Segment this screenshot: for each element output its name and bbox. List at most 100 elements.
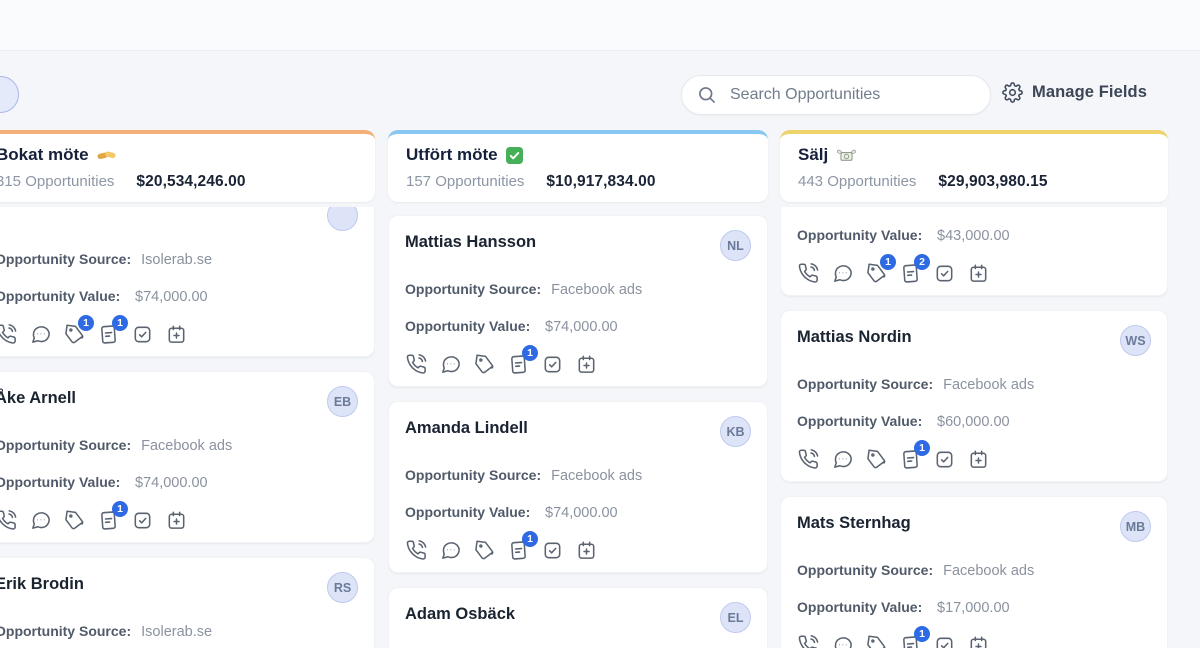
- card-action-icons: 1: [405, 345, 751, 376]
- source-row: Opportunity Source: Facebook ads: [797, 562, 1151, 579]
- call-icon[interactable]: [0, 323, 18, 346]
- calendar-plus-icon[interactable]: [575, 539, 598, 562]
- sms-icon[interactable]: [439, 353, 462, 376]
- total-value: $20,534,246.00: [136, 173, 246, 190]
- column-title: Bokat möte: [0, 145, 89, 164]
- card-action-icons: 1: [797, 626, 1151, 648]
- tag-icon[interactable]: [473, 353, 496, 376]
- column-bokat-m-te: Bokat möte 315 Opportunities $20,534,246.0…: [0, 130, 375, 648]
- collapse-nav-button[interactable]: [0, 76, 19, 113]
- call-icon[interactable]: [0, 509, 18, 532]
- avatar: EB: [327, 386, 358, 417]
- search-input[interactable]: [728, 85, 975, 105]
- tag-icon[interactable]: 1: [63, 315, 94, 346]
- calendar-plus-icon[interactable]: [165, 323, 188, 346]
- opportunity-count: 157 Opportunities: [406, 173, 525, 190]
- task-icon[interactable]: [933, 634, 956, 648]
- note-icon[interactable]: 1: [899, 440, 930, 471]
- value-label: Opportunity Value:: [405, 504, 531, 520]
- value-row: Opportunity Value: $60,000.00: [797, 413, 1151, 430]
- column-title: Sälj: [798, 145, 829, 164]
- sms-icon[interactable]: [439, 539, 462, 562]
- call-icon[interactable]: [405, 353, 428, 376]
- opportunity-count: 315 Opportunities: [0, 173, 115, 190]
- call-icon[interactable]: [797, 262, 820, 285]
- sms-icon[interactable]: [831, 634, 854, 648]
- manage-fields-button[interactable]: Manage Fields: [1002, 82, 1147, 103]
- source-row: Opportunity Source: Isolerab.se: [0, 623, 358, 640]
- avatar: EL: [720, 602, 751, 633]
- calendar-plus-icon[interactable]: [575, 353, 598, 376]
- task-icon[interactable]: [541, 353, 564, 376]
- task-icon[interactable]: [933, 448, 956, 471]
- column-header: Utfört möte 157 Opportunities $10,917,834.…: [388, 130, 768, 202]
- task-icon[interactable]: [131, 509, 154, 532]
- calendar-plus-icon[interactable]: [165, 509, 188, 532]
- source-label: Opportunity Source:: [405, 467, 542, 483]
- card-header: [0, 207, 358, 231]
- value-label: Opportunity Value:: [405, 318, 531, 334]
- calendar-plus-icon[interactable]: [967, 448, 990, 471]
- tag-icon[interactable]: [63, 509, 86, 532]
- tag-icon[interactable]: [865, 448, 888, 471]
- sms-icon[interactable]: [831, 262, 854, 285]
- note-icon[interactable]: 2: [899, 254, 930, 285]
- value-value: $43,000.00: [937, 228, 1010, 244]
- column-cards: Opportunity Source: Isolerab.se Opportunit…: [0, 207, 375, 648]
- opportunity-card[interactable]: Mattias Hansson NL Opportunity Source: Face…: [388, 215, 768, 387]
- card-header: Erik Brodin RS: [0, 572, 358, 603]
- tag-icon[interactable]: [473, 539, 496, 562]
- task-icon[interactable]: [131, 323, 154, 346]
- notification-badge: 1: [914, 626, 930, 642]
- source-value: Facebook ads: [943, 377, 1035, 393]
- manage-fields-label: Manage Fields: [1032, 83, 1147, 101]
- column-title-row: Sälj: [798, 144, 1150, 166]
- opportunity-card[interactable]: Amanda Lindell KB Opportunity Source: Faceb…: [388, 401, 768, 573]
- source-label: Opportunity Source:: [797, 376, 934, 392]
- avatar: WS: [1120, 325, 1151, 356]
- opportunity-card[interactable]: Erik Brodin RS Opportunity Source: Isolerab…: [0, 557, 375, 648]
- tag-icon[interactable]: 1: [865, 254, 896, 285]
- contact-name: Amanda Lindell: [405, 419, 528, 437]
- note-icon[interactable]: 1: [899, 626, 930, 648]
- contact-name: Erik Brodin: [0, 575, 84, 593]
- search-bar[interactable]: [681, 75, 991, 115]
- task-icon[interactable]: [933, 262, 956, 285]
- value-value: $74,000.00: [135, 289, 208, 305]
- call-icon[interactable]: [797, 634, 820, 648]
- task-icon[interactable]: [541, 539, 564, 562]
- calendar-plus-icon[interactable]: [967, 634, 990, 648]
- opportunity-card[interactable]: Mattias Nordin WS Opportunity Source: Faceb…: [780, 310, 1168, 482]
- tag-icon[interactable]: [865, 634, 888, 648]
- gear-icon: [1002, 82, 1023, 103]
- opportunity-card[interactable]: Åke Arnell EB Opportunity Source: Facebook …: [0, 371, 375, 543]
- sms-icon[interactable]: [29, 323, 52, 346]
- note-icon[interactable]: 1: [97, 315, 128, 346]
- avatar: NL: [720, 230, 751, 261]
- opportunity-card[interactable]: Adam OsbäckELOpportunity Source:Opportun…: [388, 587, 768, 648]
- note-icon[interactable]: 1: [97, 501, 128, 532]
- opportunity-card[interactable]: Opportunity Source: Isolerab.se Opportunit…: [0, 207, 375, 357]
- top-strip: [0, 0, 1200, 51]
- note-icon[interactable]: 1: [507, 531, 538, 562]
- note-icon[interactable]: 1: [507, 345, 538, 376]
- opportunity-card[interactable]: Opportunity Source:Opportunity Value:$43…: [780, 207, 1168, 296]
- card-header: Mattias Nordin WS: [797, 325, 1151, 356]
- sms-icon[interactable]: [29, 509, 52, 532]
- column-stats: 157 Opportunities $10,917,834.00: [406, 173, 750, 191]
- column-header: Bokat möte 315 Opportunities $20,534,246.0…: [0, 130, 375, 202]
- card-header: Åke Arnell EB: [0, 386, 358, 417]
- value-label: Opportunity Value:: [797, 599, 923, 615]
- handshake-emoji: [97, 147, 116, 163]
- value-value: $60,000.00: [937, 414, 1010, 430]
- card-header: Adam Osbäck EL: [405, 602, 751, 633]
- calendar-plus-icon[interactable]: [967, 262, 990, 285]
- card-header: Mats Sternhag MB: [797, 511, 1151, 542]
- notification-badge: 1: [522, 531, 538, 547]
- card-action-icons: 1: [0, 501, 358, 532]
- call-icon[interactable]: [797, 448, 820, 471]
- sms-icon[interactable]: [831, 448, 854, 471]
- opportunity-card[interactable]: Mats Sternhag MB Opportunity Source: Facebo…: [780, 496, 1168, 648]
- call-icon[interactable]: [405, 539, 428, 562]
